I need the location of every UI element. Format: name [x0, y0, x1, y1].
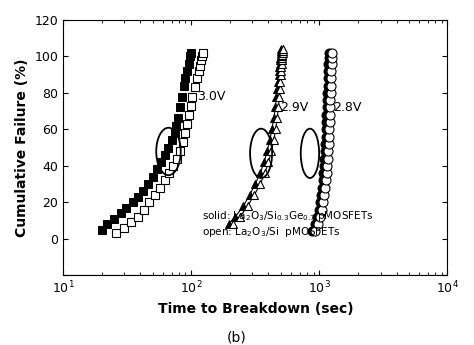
Y-axis label: Cumulative Failure (%): Cumulative Failure (%) — [15, 58, 29, 237]
Text: 2.9V: 2.9V — [280, 101, 308, 114]
Text: 3.0V: 3.0V — [197, 90, 225, 103]
Text: (b): (b) — [227, 331, 247, 345]
Text: 2.8V: 2.8V — [333, 101, 362, 114]
X-axis label: Time to Breakdown (sec): Time to Breakdown (sec) — [157, 302, 353, 316]
Text: solid: La$_2$O$_3$/Si$_{0.3}$Ge$_{0.7}$ pMOSFETs
open: La$_2$O$_3$/Si  pMOSFETs: solid: La$_2$O$_3$/Si$_{0.3}$Ge$_{0.7}$ … — [201, 209, 373, 239]
